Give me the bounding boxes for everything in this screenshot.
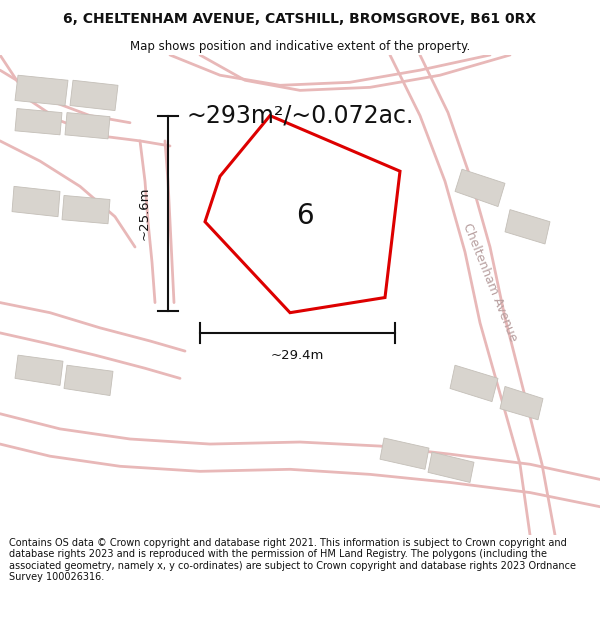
Text: ~293m²/~0.072ac.: ~293m²/~0.072ac. [187, 104, 413, 127]
Text: ~29.4m: ~29.4m [271, 349, 324, 362]
Polygon shape [15, 109, 62, 135]
Polygon shape [65, 112, 110, 139]
Polygon shape [450, 365, 498, 402]
Polygon shape [70, 80, 118, 111]
Text: 6, CHELTENHAM AVENUE, CATSHILL, BROMSGROVE, B61 0RX: 6, CHELTENHAM AVENUE, CATSHILL, BROMSGRO… [64, 12, 536, 26]
Polygon shape [505, 209, 550, 244]
Text: Map shows position and indicative extent of the property.: Map shows position and indicative extent… [130, 39, 470, 52]
Polygon shape [64, 365, 113, 396]
Polygon shape [15, 355, 63, 386]
Polygon shape [15, 75, 68, 106]
Text: ~25.6m: ~25.6m [137, 186, 151, 240]
Polygon shape [12, 186, 60, 217]
Polygon shape [62, 196, 110, 224]
Polygon shape [500, 386, 543, 420]
Polygon shape [380, 438, 429, 469]
Text: Contains OS data © Crown copyright and database right 2021. This information is : Contains OS data © Crown copyright and d… [9, 538, 576, 582]
Text: 6: 6 [296, 202, 314, 230]
Polygon shape [428, 452, 474, 482]
Text: Cheltenham Avenue: Cheltenham Avenue [460, 221, 520, 344]
Polygon shape [455, 169, 505, 207]
